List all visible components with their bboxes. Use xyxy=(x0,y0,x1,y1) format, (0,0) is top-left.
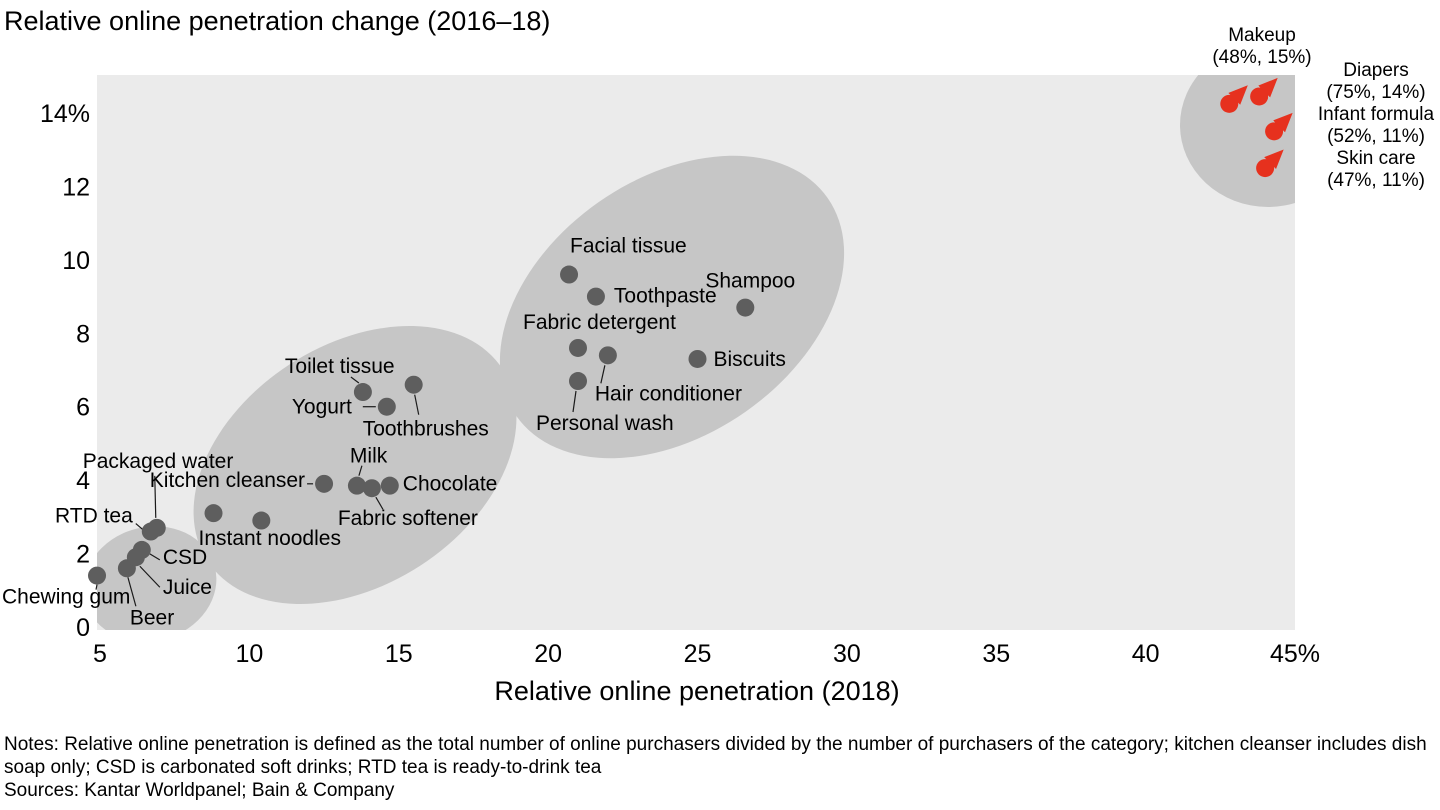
chart-layer: 0 2 4 6 8 10 12 14% 5 10 15 20 25 30 35 40 45% Chewing gu… xyxy=(2,25,1435,668)
chart-footer: Notes: Relative online penetration is de… xyxy=(4,733,1438,802)
cluster-blob xyxy=(193,326,517,604)
data-point-label: Shampoo xyxy=(705,270,795,293)
highlight-point xyxy=(1250,87,1269,106)
data-point-label: Juice xyxy=(163,576,212,599)
data-point-label: CSD xyxy=(163,546,207,569)
data-point xyxy=(147,518,166,537)
chart-title: Relative online penetration change (2016… xyxy=(4,6,550,36)
data-point-label: Hair conditioner xyxy=(595,382,742,405)
x-tick-label: 5 xyxy=(93,640,107,668)
highlight-point xyxy=(1256,159,1275,178)
label-leader-line xyxy=(600,365,606,384)
x-axis-title: Relative online penetration (2018) xyxy=(494,676,899,706)
label-leader-line xyxy=(154,475,157,518)
y-tick-label: 10 xyxy=(62,247,90,275)
outlier-name: Diapers xyxy=(1343,60,1408,81)
outlier-name: Skin care xyxy=(1336,148,1415,169)
data-point xyxy=(204,504,223,523)
y-tick-label: 2 xyxy=(76,541,90,569)
label-leader-line xyxy=(135,523,144,530)
data-point-label: Chocolate xyxy=(403,473,498,496)
label-leader-line xyxy=(95,584,98,590)
data-point-label: Toothpaste xyxy=(614,285,717,308)
data-point-label: Packaged water xyxy=(83,450,234,473)
data-point-label: RTD tea xyxy=(55,505,133,528)
label-leader-line xyxy=(572,390,577,413)
data-point-label: Fabric detergent xyxy=(523,311,676,334)
data-point-label: Beer xyxy=(130,606,174,629)
x-tick-label: 35 xyxy=(982,640,1010,668)
data-point xyxy=(315,474,334,493)
outlier-arrow-icon xyxy=(1273,112,1293,133)
data-point-label: Kitchen cleanser xyxy=(150,469,305,492)
x-tick-label: 10 xyxy=(235,640,263,668)
data-point xyxy=(688,349,707,368)
label-leader-line xyxy=(350,376,360,384)
x-tick-label: 40 xyxy=(1132,640,1160,668)
data-point xyxy=(569,372,587,391)
outlier-arrow-icon xyxy=(1228,85,1248,105)
data-point-label: Facial tissue xyxy=(570,235,687,258)
label-leader-line xyxy=(127,577,137,607)
data-point-label: Fabric softener xyxy=(338,507,478,530)
data-point xyxy=(560,265,579,284)
x-tick-label: 25 xyxy=(684,640,712,668)
outlier-name: Infant formula xyxy=(1318,104,1435,125)
notes-text: Notes: Relative online penetration is de… xyxy=(4,734,1427,778)
y-tick-label: 0 xyxy=(76,614,90,642)
data-point xyxy=(377,397,396,416)
label-leader-line xyxy=(149,553,161,561)
label-leader-line xyxy=(358,465,363,476)
outlier-arrow-icon xyxy=(1258,77,1278,98)
data-point xyxy=(586,287,605,306)
x-tick-label: 15 xyxy=(385,640,413,668)
outlier-arrow-icon xyxy=(1264,149,1284,170)
data-point xyxy=(569,338,587,357)
x-tick-label: 20 xyxy=(534,640,562,668)
outlier-value: (52%, 11%) xyxy=(1327,126,1425,147)
y-tick-label: 4 xyxy=(76,467,90,495)
chart-svg: Relative online penetration change (2016… xyxy=(2,6,1435,706)
y-tick-label: 12 xyxy=(62,173,90,201)
y-tick-label: 6 xyxy=(76,394,90,422)
cluster-blob xyxy=(97,526,217,630)
outlier-value: (48%, 15%) xyxy=(1212,47,1311,68)
data-point-label: Milk xyxy=(350,445,388,468)
data-point-label: Chewing gum xyxy=(2,586,130,609)
outlier-value: (47%, 11%) xyxy=(1327,170,1425,191)
data-point xyxy=(598,346,617,365)
label-leader-line xyxy=(414,394,420,415)
data-point-label: Personal wash xyxy=(536,412,674,435)
data-point xyxy=(380,476,399,495)
data-point-label: Instant noodles xyxy=(199,527,341,550)
x-tick-label: 30 xyxy=(833,640,861,668)
y-tick-label: 14% xyxy=(40,100,90,128)
data-point xyxy=(252,511,271,530)
cluster-layer xyxy=(97,75,1295,630)
y-tick-label: 8 xyxy=(76,320,90,348)
outlier-name: Makeup xyxy=(1228,25,1296,46)
x-tick-label: 45% xyxy=(1270,640,1320,668)
label-leader-line xyxy=(139,565,161,588)
data-point xyxy=(404,375,423,394)
data-point xyxy=(353,383,372,402)
data-point xyxy=(132,540,151,559)
data-point-label: Yogurt xyxy=(292,396,352,419)
data-point-label: Toothbrushes xyxy=(363,418,489,441)
data-point xyxy=(88,566,107,585)
sources-text: Sources: Kantar Worldpanel; Bain & Compa… xyxy=(4,780,395,801)
data-point-label: Toilet tissue xyxy=(285,355,395,378)
data-point xyxy=(736,298,755,317)
data-point-label: Biscuits xyxy=(714,348,786,371)
label-leader-line xyxy=(375,496,384,510)
highlight-point xyxy=(1220,94,1239,113)
data-point xyxy=(362,479,381,498)
data-point xyxy=(347,476,366,495)
outlier-value: (75%, 14%) xyxy=(1326,82,1425,103)
highlight-point xyxy=(1265,122,1284,141)
